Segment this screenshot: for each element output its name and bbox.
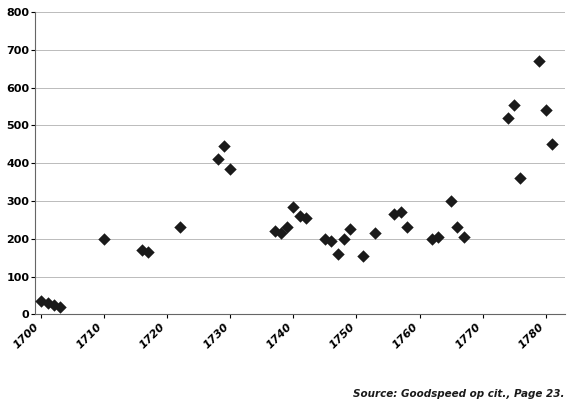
Point (453, 224, 462, 231)
Point (371, 230, 380, 236)
Point (547, 141, 556, 147)
Point (503, 114, 513, 121)
Point (320, 235, 329, 242)
Point (276, 230, 286, 236)
Text: Source: Goodspeed op cit., Page 23.: Source: Goodspeed op cit., Page 23. (353, 389, 565, 399)
Point (100, 235, 109, 242)
Point (390, 211, 399, 218)
Point (358, 253, 367, 259)
Point (43, 300, 52, 306)
Point (282, 224, 292, 231)
Point (270, 228, 279, 235)
Point (396, 209, 405, 216)
Point (346, 226, 355, 233)
Point (459, 234, 469, 240)
Point (37, 298, 46, 304)
Point (213, 156, 222, 163)
Point (541, 107, 551, 114)
Point (226, 166, 235, 172)
Point (516, 175, 525, 182)
Point (434, 234, 443, 240)
Point (295, 213, 304, 219)
Point (333, 251, 342, 257)
Point (402, 224, 411, 231)
Point (509, 102, 519, 108)
Point (55, 303, 65, 310)
Point (327, 237, 336, 244)
Point (219, 143, 229, 150)
Point (49, 302, 58, 308)
Point (175, 224, 184, 231)
Point (339, 235, 349, 242)
Point (144, 249, 153, 255)
Point (289, 204, 298, 210)
Point (535, 58, 544, 64)
Point (137, 247, 147, 253)
Point (301, 215, 311, 221)
Point (446, 198, 456, 204)
Point (428, 235, 437, 242)
